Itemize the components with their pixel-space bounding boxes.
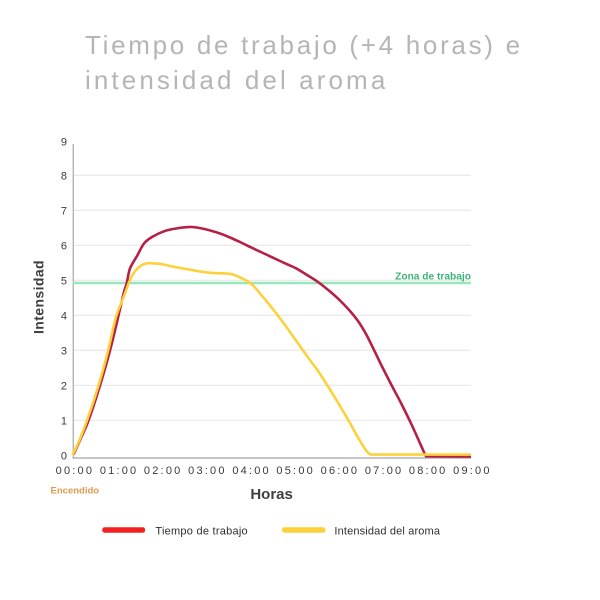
svg-text:Intensidad: Intensidad xyxy=(31,260,47,334)
svg-text:4: 4 xyxy=(61,310,67,322)
svg-text:Zona de trabajo: Zona de trabajo xyxy=(395,272,471,283)
svg-text:08:00: 08:00 xyxy=(409,465,448,477)
svg-text:0: 0 xyxy=(61,450,67,462)
svg-text:7: 7 xyxy=(61,205,67,217)
svg-text:06:00: 06:00 xyxy=(321,465,360,477)
svg-text:Horas: Horas xyxy=(250,486,293,503)
svg-text:2: 2 xyxy=(61,380,67,392)
svg-text:1: 1 xyxy=(61,415,67,427)
svg-text:01:00: 01:00 xyxy=(100,465,139,477)
svg-text:Tiempo de trabajo: Tiempo de trabajo xyxy=(155,525,248,537)
svg-text:02:00: 02:00 xyxy=(144,465,183,477)
svg-text:00:00: 00:00 xyxy=(56,465,95,477)
svg-text:3: 3 xyxy=(61,345,67,357)
svg-text:Intensidad del aroma: Intensidad del aroma xyxy=(334,525,440,537)
svg-text:07:00: 07:00 xyxy=(365,465,404,477)
svg-text:8: 8 xyxy=(61,170,67,182)
svg-text:09:00: 09:00 xyxy=(453,465,492,477)
svg-text:6: 6 xyxy=(61,240,67,252)
svg-text:Tiempo de trabajo (+4 horas) e: Tiempo de trabajo (+4 horas) e xyxy=(85,30,523,60)
svg-text:04:00: 04:00 xyxy=(232,465,271,477)
svg-text:05:00: 05:00 xyxy=(276,465,315,477)
svg-text:Encendido: Encendido xyxy=(51,486,100,497)
svg-text:03:00: 03:00 xyxy=(188,465,227,477)
svg-text:intensidad del aroma: intensidad del aroma xyxy=(85,65,388,95)
svg-text:5: 5 xyxy=(61,275,67,287)
svg-text:9: 9 xyxy=(61,136,67,148)
